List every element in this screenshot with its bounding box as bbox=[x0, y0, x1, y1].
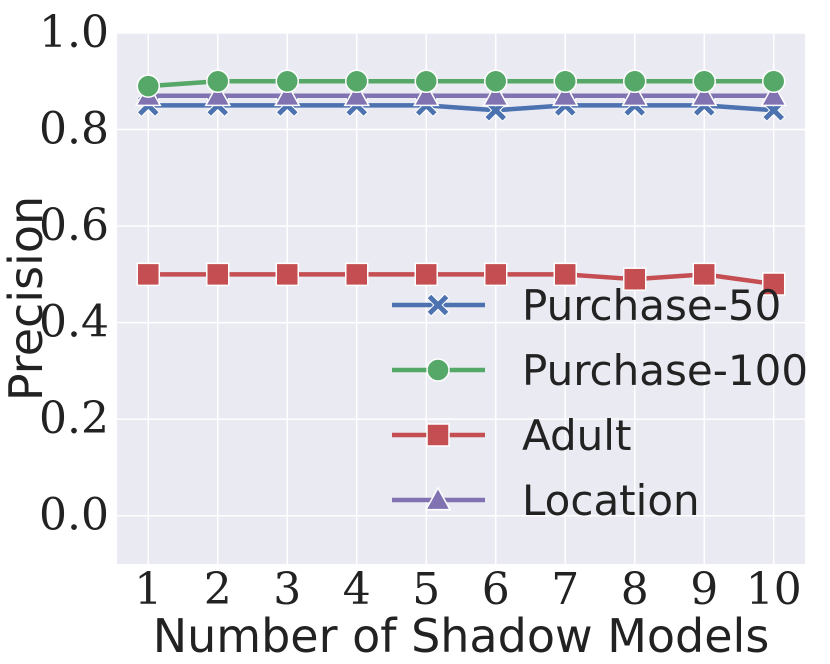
y-tick-label: 1.0 bbox=[39, 7, 109, 58]
legend-label: Purchase-100 bbox=[522, 346, 808, 395]
legend: Purchase-50 Purchase-100 Adult Location bbox=[392, 281, 808, 525]
series-purchase-100 bbox=[136, 69, 786, 98]
series-location bbox=[134, 82, 788, 107]
data-point bbox=[204, 82, 232, 107]
data-point bbox=[622, 267, 647, 291]
y-tick-label: 0.2 bbox=[39, 393, 109, 444]
data-point bbox=[343, 82, 371, 107]
data-point bbox=[621, 82, 649, 107]
data-point bbox=[206, 262, 230, 287]
data-point bbox=[690, 82, 718, 107]
legend-item: Location bbox=[392, 476, 700, 525]
y-tick-label: 0.0 bbox=[39, 490, 109, 541]
x-tick-label: 6 bbox=[482, 564, 510, 615]
y-tick-label: 0.8 bbox=[39, 104, 109, 155]
y-tick-label: 0.6 bbox=[39, 200, 109, 251]
series-layer bbox=[134, 69, 788, 296]
data-point bbox=[483, 262, 508, 287]
data-point bbox=[275, 69, 300, 94]
legend-label: Adult bbox=[522, 411, 631, 460]
data-point bbox=[551, 82, 579, 107]
data-point bbox=[412, 82, 440, 107]
series-adult bbox=[136, 262, 786, 296]
data-point bbox=[136, 74, 161, 98]
data-point bbox=[692, 262, 716, 287]
data-point bbox=[206, 69, 230, 94]
data-point bbox=[345, 69, 369, 94]
legend-marker-triangle-icon bbox=[424, 486, 452, 511]
x-axis-ticks: 1 2 3 4 5 6 7 8 9 10 bbox=[134, 564, 801, 615]
data-point bbox=[553, 262, 577, 287]
data-point bbox=[275, 262, 300, 287]
x-tick-label: 4 bbox=[343, 564, 371, 615]
data-point bbox=[136, 262, 161, 287]
y-axis-ticks: 0.0 0.2 0.4 0.6 0.8 1.0 bbox=[39, 7, 109, 541]
data-point bbox=[761, 272, 786, 296]
series-line bbox=[148, 103, 774, 113]
legend-item: Adult bbox=[392, 411, 631, 460]
data-point bbox=[760, 82, 788, 107]
x-tick-label: 8 bbox=[621, 564, 649, 615]
grid-lines bbox=[117, 32, 805, 564]
data-point bbox=[482, 82, 510, 107]
x-tick-label: 7 bbox=[551, 564, 579, 615]
legend-label: Location bbox=[522, 476, 700, 525]
data-point bbox=[622, 69, 647, 94]
data-point bbox=[483, 69, 508, 94]
y-tick-label: 0.4 bbox=[39, 297, 109, 348]
legend-label: Purchase-50 bbox=[522, 281, 781, 330]
data-point bbox=[761, 69, 786, 94]
plot-area bbox=[117, 33, 805, 564]
legend-item: Purchase-100 bbox=[392, 346, 808, 395]
data-point bbox=[692, 69, 716, 94]
series-line bbox=[148, 272, 775, 287]
data-point bbox=[414, 262, 439, 287]
legend-marker-circle-icon bbox=[426, 358, 450, 382]
data-point bbox=[414, 69, 439, 94]
x-tick-label: 2 bbox=[204, 564, 232, 615]
y-axis-label: Precision bbox=[0, 196, 53, 401]
x-tick-label: 9 bbox=[690, 564, 718, 615]
x-tick-label: 3 bbox=[273, 564, 301, 615]
x-tick-label: 10 bbox=[746, 564, 802, 615]
data-point bbox=[345, 262, 369, 287]
data-point bbox=[553, 69, 577, 94]
x-axis-label: Number of Shadow Models bbox=[153, 609, 770, 663]
legend-marker-square-icon bbox=[426, 423, 450, 447]
series-line bbox=[148, 79, 774, 89]
data-point bbox=[273, 82, 301, 107]
x-tick-label: 1 bbox=[134, 564, 162, 615]
x-tick-label: 5 bbox=[412, 564, 440, 615]
legend-item: Purchase-50 bbox=[392, 281, 781, 330]
legend-marker-x-icon bbox=[426, 293, 450, 317]
